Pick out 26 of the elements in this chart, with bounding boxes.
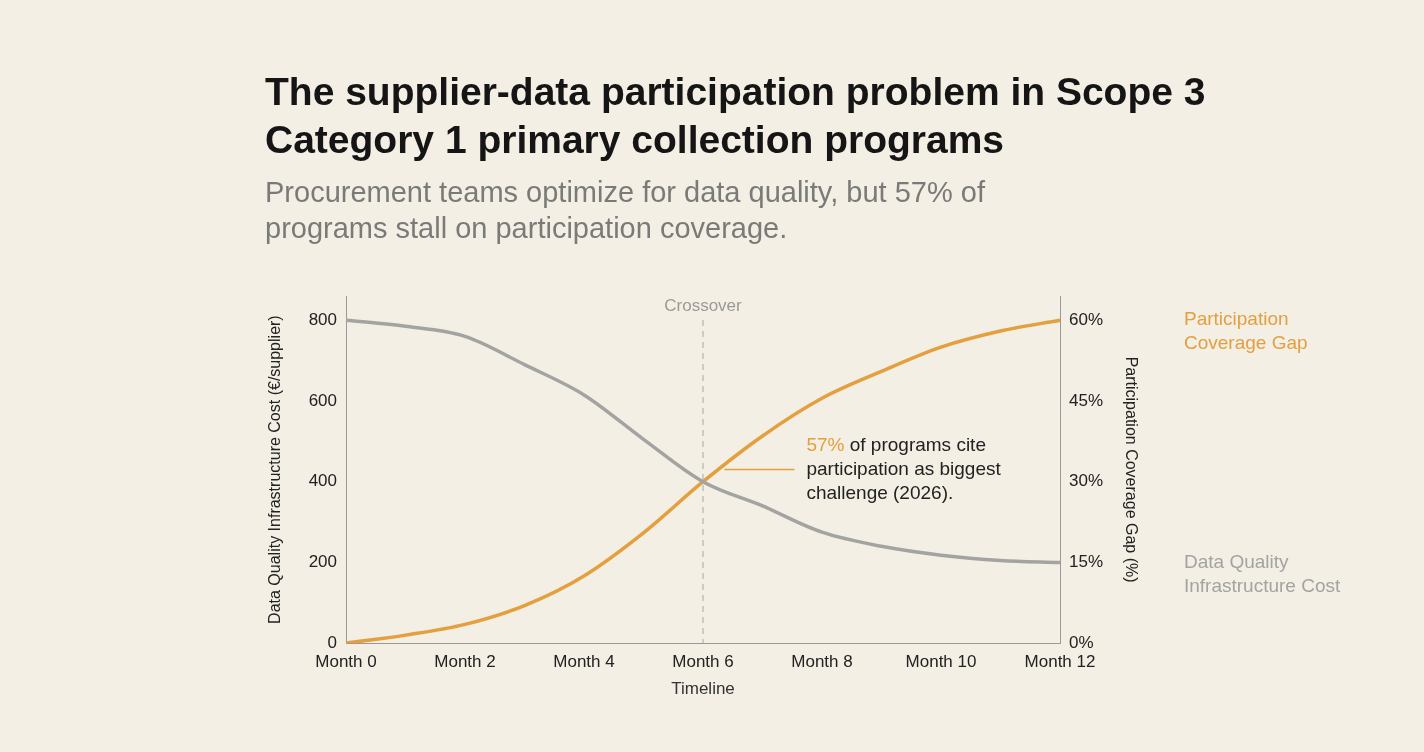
y2-tick-label: 45% [1069, 390, 1104, 410]
ref-line-label: Crossover [664, 295, 743, 315]
x-tick-label: Month 4 [553, 652, 615, 672]
y2-axis-title: Participation Coverage Gap (%) [1122, 356, 1140, 583]
y2-tick-label: 30% [1069, 471, 1104, 491]
x-tick-label: Month 10 [905, 652, 977, 672]
y-axis-title: Data Quality Infrastructure Cost (€/supplier) [266, 315, 284, 624]
x-axis-title: Timeline [671, 679, 735, 699]
text: Data Quality Infrastructure Cost [1184, 550, 1341, 596]
y2-tick-label: 15% [1069, 552, 1104, 572]
y-tick-label: 600 [308, 390, 337, 410]
text: Participation Coverage Gap [1184, 308, 1308, 354]
y-tick-label: 400 [308, 471, 337, 491]
x-tick-label: Month 6 [672, 652, 734, 672]
y-tick-label: 0 [327, 632, 337, 652]
y-tick-label: 200 [308, 552, 337, 572]
annotation: 57% of programs cite participation as biggest challenge (2026). [806, 433, 1002, 503]
x-tick-label: Month 12 [1024, 652, 1096, 672]
y2-tick-label: 60% [1069, 309, 1104, 329]
chart-subtitle: Procurement teams optimize for data quality, but 57% of programs stall on participation coverage. [265, 175, 986, 246]
y2-tick-label: 0% [1069, 632, 1094, 652]
y-tick-label: 800 [308, 309, 337, 329]
chart-title: The supplier-data participation problem in Scope 3 Category 1 primary collection programs [265, 69, 1207, 163]
x-tick-label: Month 8 [791, 652, 853, 672]
x-tick-label: Month 2 [434, 652, 496, 672]
x-tick-label: Month 0 [315, 652, 377, 672]
